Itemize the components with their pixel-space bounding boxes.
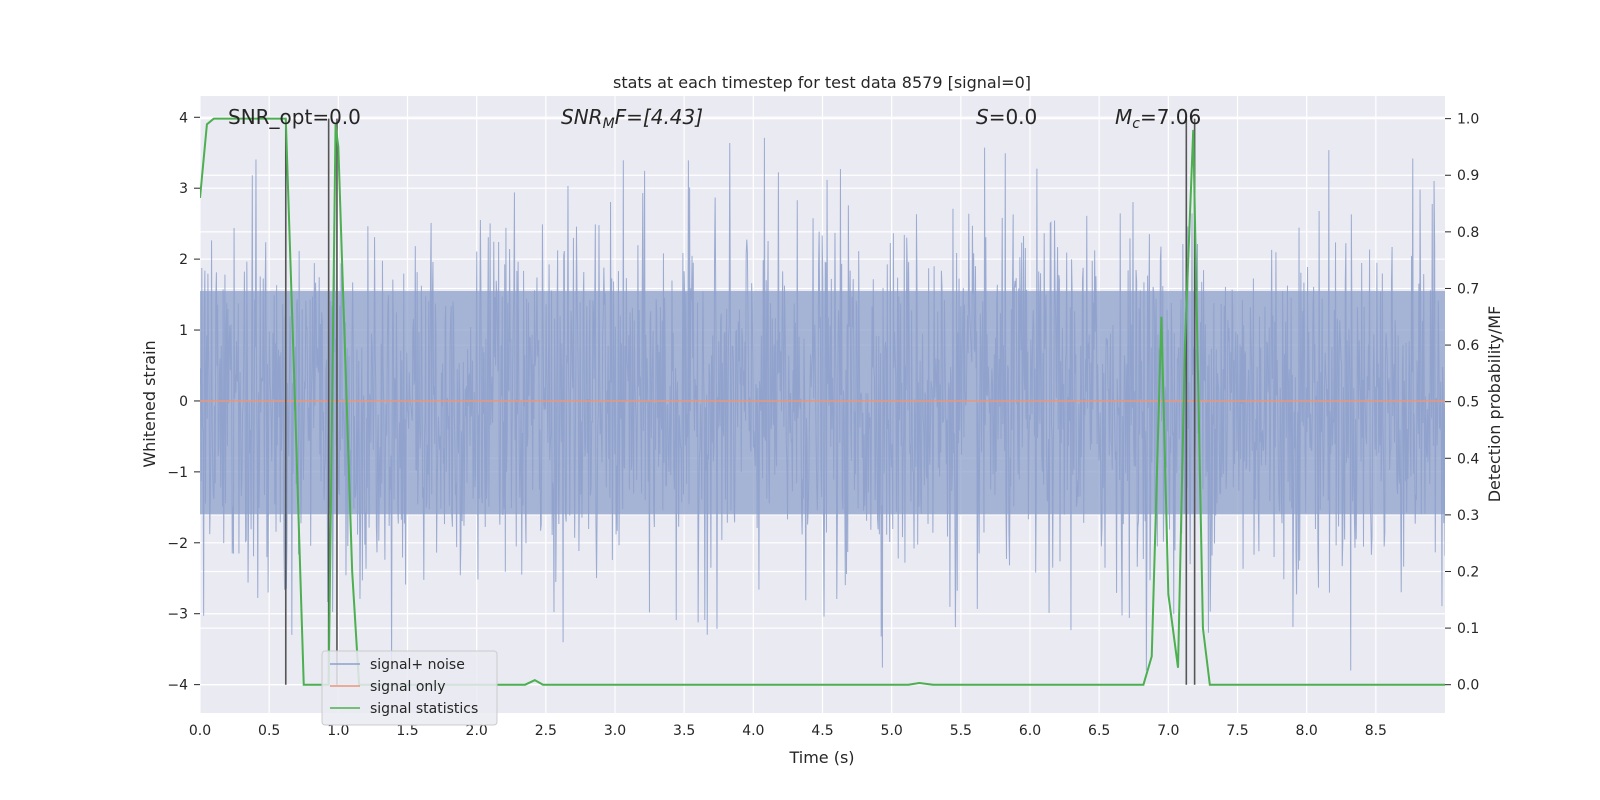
x-axis-ticks: 0.0 0.5 1.0 1.5 2.0 2.5 3.0 3.5 4.0 4.5 5.0 5.5 6.0 6… [189,723,1387,739]
x-tick-label: 7.5 [1226,723,1248,739]
y-left-tick-label: −4 [167,678,188,694]
x-tick-label: 6.5 [1088,723,1110,739]
x-tick-label: 4.5 [811,723,833,739]
y-left-tick-label: −2 [167,536,188,552]
x-tick-label: 1.5 [396,723,418,739]
x-tick-label: 2.0 [466,723,488,739]
y-right-tick-label: 0.1 [1457,621,1479,637]
y-right-tick-label: 0.9 [1457,168,1479,184]
annotation-snr-opt: SNR_opt=0.0 [228,105,361,129]
legend: signal+ noise signal only signal statist… [321,650,498,726]
x-tick-label: 4.0 [742,723,764,739]
x-axis-label: Time (s) [788,748,854,767]
x-tick-label: 6.0 [1019,723,1041,739]
annotation-snr-mf-main: SNR [561,105,603,129]
noise-series [200,137,1445,671]
noise-line [200,137,1445,671]
vertical-markers [284,118,1196,685]
x-tick-label: 8.5 [1365,723,1387,739]
y-left-tick-label: −1 [167,465,188,481]
chart-title: stats at each timestep for test data 857… [613,73,1031,92]
y-left-axis-label: Whitened strain [140,340,159,467]
legend-label-signal: signal only [370,679,445,695]
x-tick-label: 5.0 [881,723,903,739]
x-tick-label: 2.5 [535,723,557,739]
y-left-tick-label: 4 [179,110,188,126]
y-right-axis-label: Detection probability/MF [1485,306,1504,503]
x-tick-label: 0.0 [189,723,211,739]
x-tick-label: 7.0 [1157,723,1179,739]
annotation-snr-mf-sub: M [603,116,615,132]
annotation-snr-mf-rest: F=[4.43] [615,105,703,129]
legend-label-noise: signal+ noise [370,657,465,673]
annotation-mc: Mc=7.06 [1115,105,1201,132]
x-tick-label: 5.5 [950,723,972,739]
annotation-s-val: =0.0 [989,105,1038,129]
y-left-tick-label: 1 [179,323,188,339]
legend-box [321,650,498,726]
y-left-tick-label: −3 [167,607,188,623]
x-tick-label: 1.0 [327,723,349,739]
annotation-mc-val: =7.06 [1140,105,1201,129]
annotation-s-var: S [976,105,989,129]
y-right-tick-label: 0.0 [1457,678,1479,694]
y-right-axis-ticks: 1.0 0.9 0.8 0.7 0.6 0.5 0.4 0.3 0.2 0.1 0.0 [1445,112,1479,694]
y-left-tick-label: 3 [179,181,188,197]
y-left-axis-ticks: 4 3 2 1 0 −1 −2 −3 −4 [167,110,200,694]
y-left-tick-label: 2 [179,252,188,268]
y-left-tick-label: 0 [179,394,188,410]
x-tick-label: 3.0 [604,723,626,739]
y-right-tick-label: 0.3 [1457,508,1479,524]
annotation-s: S=0.0 [976,105,1037,129]
y-right-tick-label: 0.5 [1457,395,1479,411]
y-right-tick-label: 1.0 [1457,112,1479,128]
x-tick-label: 0.5 [258,723,280,739]
signal-statistics-series [200,117,1445,686]
y-right-tick-label: 0.8 [1457,225,1479,241]
legend-label-stats: signal statistics [370,701,478,717]
annotation-mc-sub: c [1132,116,1140,132]
annotation-mc-var: M [1115,105,1132,129]
y-right-tick-label: 0.7 [1457,281,1479,297]
annotation-snr-mf: SNRMF=[4.43] [561,105,703,132]
y-right-tick-label: 0.6 [1457,338,1479,354]
y-right-tick-label: 0.4 [1457,451,1479,467]
x-tick-label: 8.0 [1296,723,1318,739]
y-right-tick-label: 0.2 [1457,564,1479,580]
signal-statistics-line [200,117,1445,686]
x-tick-label: 3.5 [673,723,695,739]
